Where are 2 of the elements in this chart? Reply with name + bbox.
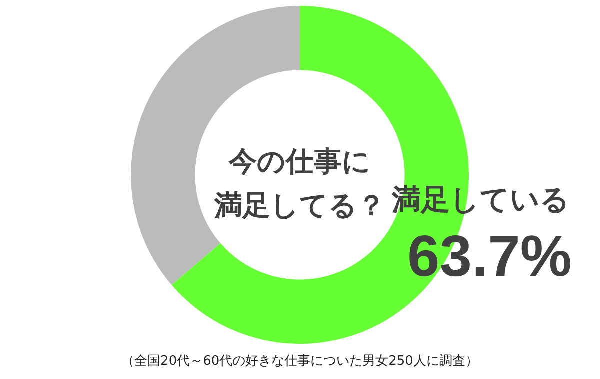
text: （全国20代～60代の好きな仕事についた男女250人に調査）	[120, 353, 480, 370]
text: 今の仕事に満足してる？	[214, 145, 386, 222]
